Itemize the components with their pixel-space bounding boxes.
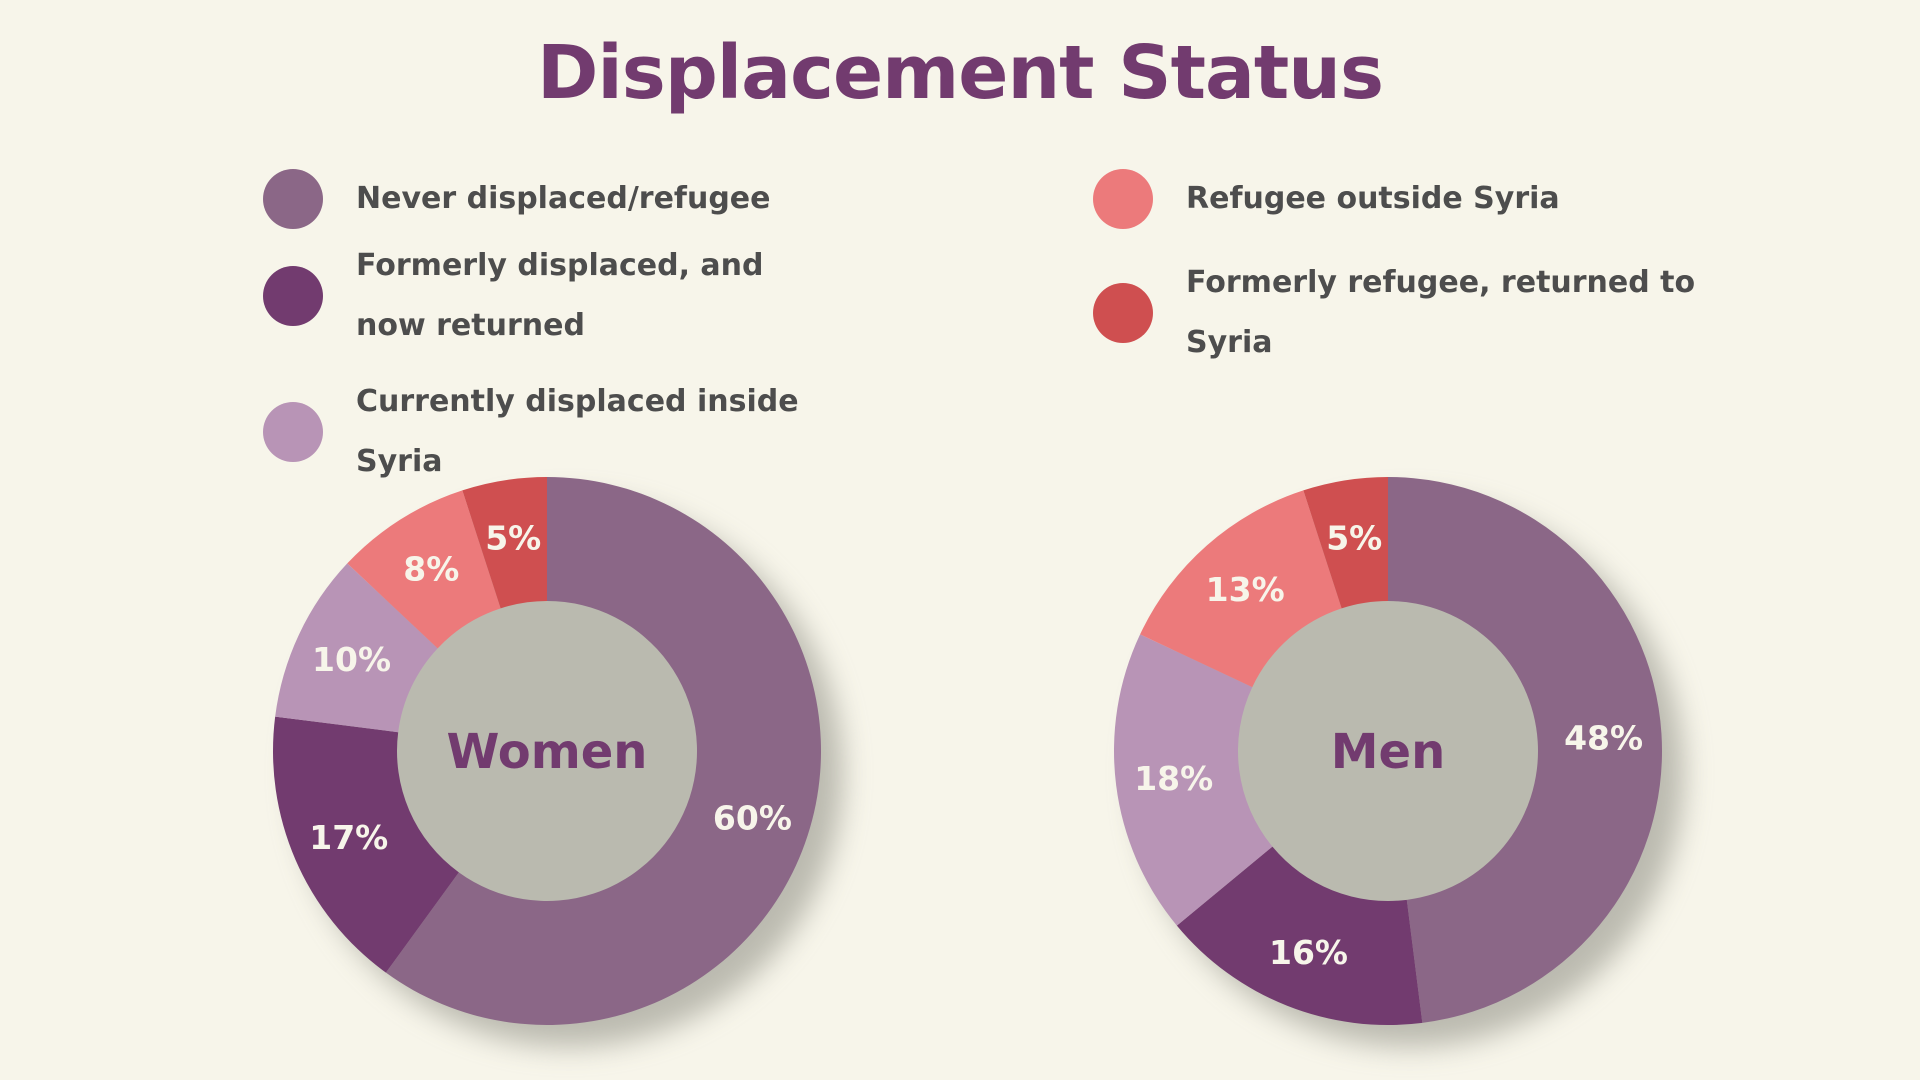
donut-slice (273, 716, 459, 973)
legend-label: Currently displaced inside Syria (356, 384, 799, 479)
legend-swatch (1093, 283, 1153, 343)
donut-slice (462, 477, 547, 609)
donut-slice (1140, 490, 1342, 688)
slice-label: 8% (403, 550, 459, 589)
slice-label: 16% (1269, 933, 1348, 972)
donut-slice (275, 563, 438, 733)
legend-label: Refugee outside Syria (1186, 181, 1560, 216)
legend-label: Formerly refugee, returned to Syria (1186, 265, 1696, 360)
legend-item-never-displaced: Never displaced/refugee (263, 169, 876, 229)
donut-slice (1303, 477, 1388, 609)
page-title: Displacement Status (537, 30, 1384, 116)
legend-swatch (263, 402, 323, 462)
donut-slice (347, 490, 501, 649)
legend-item-refugee-outside: Refugee outside Syria (1093, 169, 1706, 229)
legend-label: Never displaced/refugee (356, 181, 771, 216)
legend-item-formerly-refugee: Formerly refugee, returned to Syria (1093, 253, 1786, 373)
slice-label: 10% (312, 640, 391, 679)
legend-swatch (263, 169, 323, 229)
donut-slice (1388, 477, 1663, 1023)
donut-men: 48% 16% 18% 13% 5% Men (1114, 477, 1684, 1047)
slice-label: 18% (1134, 759, 1213, 798)
slice-label: 17% (309, 818, 388, 857)
donut-women: 60% 17% 10% 8% 5% Women (273, 477, 843, 1047)
legend-item-currently-displaced: Currently displaced inside Syria (263, 372, 876, 492)
donut-slice (1114, 634, 1273, 926)
legend-item-formerly-displaced: Formerly displaced, and now returned (263, 236, 816, 356)
legend-label: Formerly displaced, and now returned (356, 248, 764, 343)
slice-label: 5% (1326, 519, 1382, 558)
slice-label: 13% (1206, 570, 1285, 609)
donut-slice (1176, 846, 1423, 1025)
slice-label: 60% (713, 799, 792, 838)
slice-label: 5% (485, 519, 541, 558)
slice-label: 48% (1564, 718, 1643, 757)
donut-center-label: Men (1331, 724, 1446, 780)
donut-center-label: Women (447, 724, 648, 780)
legend-swatch (263, 266, 323, 326)
legend-swatch (1093, 169, 1153, 229)
donut-slice (385, 477, 821, 1025)
